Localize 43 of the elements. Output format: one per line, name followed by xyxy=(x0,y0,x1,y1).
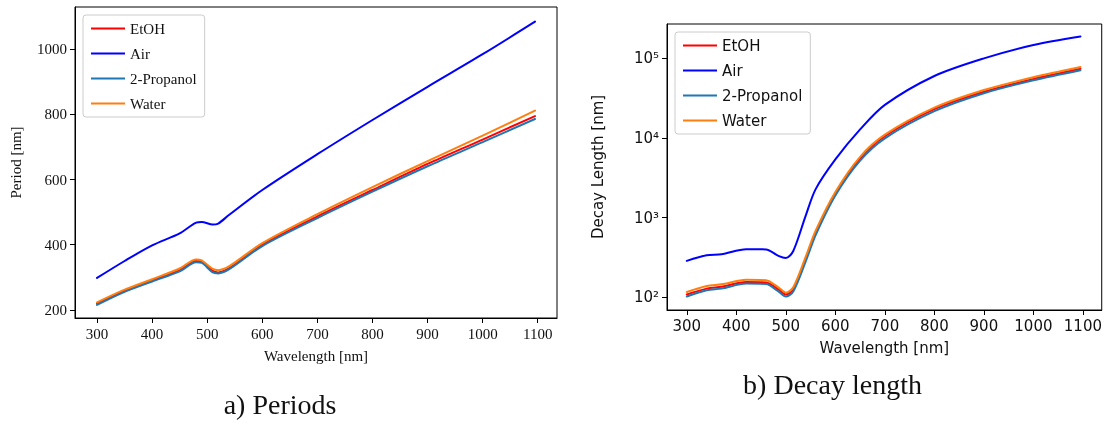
y-tick-label: 800 xyxy=(44,106,67,123)
x-axis-title: Wavelength [nm] xyxy=(819,338,950,357)
x-tick-label: 400 xyxy=(722,316,751,335)
y-tick-label: 600 xyxy=(44,171,67,188)
x-tick-label: 300 xyxy=(672,316,702,335)
x-tick-label: 900 xyxy=(416,325,439,342)
x-tick-label: 700 xyxy=(306,325,329,342)
y-tick-label: 1000 xyxy=(37,41,67,58)
x-tick-label: 500 xyxy=(771,316,801,335)
text: a) Periods xyxy=(223,388,337,420)
legend-label: EtOH xyxy=(722,36,761,55)
x-axis-title: Wavelength [nm] xyxy=(263,347,369,364)
x-tick-label: 400 xyxy=(140,325,164,342)
x-tick-label: 1100 xyxy=(1063,316,1103,335)
x-tick-label: 500 xyxy=(195,325,219,342)
x-tick-label: 1000 xyxy=(1014,316,1053,335)
y-axis-title: Decay Length [nm] xyxy=(588,94,607,240)
line-series xyxy=(96,20,536,279)
x-tick-label: 300 xyxy=(85,325,109,342)
x-tick-label: 700 xyxy=(870,316,900,335)
legend-label: EtOH xyxy=(130,20,166,37)
y-tick-label: 200 xyxy=(44,301,67,318)
legend-label: 2-Propanol xyxy=(130,70,197,87)
y-tick-label: 10³ xyxy=(633,208,659,227)
legend-label: Air xyxy=(130,45,150,62)
x-tick-label: 600 xyxy=(821,316,850,335)
y-tick-label: 10⁴ xyxy=(633,128,659,147)
legend-label: 2-Propanol xyxy=(722,86,803,105)
legend-label: Water xyxy=(722,111,768,130)
line-series xyxy=(685,35,1082,262)
x-tick-label: 1100 xyxy=(522,325,553,342)
y-tick-label: 10⁵ xyxy=(633,49,659,68)
legend-label: Water xyxy=(130,95,166,112)
legend-label: Air xyxy=(722,61,744,80)
y-tick-label: 10² xyxy=(633,288,659,307)
x-tick-label: 1000 xyxy=(467,325,498,342)
x-tick-label: 800 xyxy=(361,325,384,342)
y-axis-title: Period [nm] xyxy=(7,126,24,199)
x-tick-label: 900 xyxy=(969,316,999,335)
text: b) Decay length xyxy=(743,368,922,400)
y-tick-label: 400 xyxy=(44,236,67,253)
x-tick-label: 600 xyxy=(251,325,274,342)
x-tick-label: 800 xyxy=(920,316,949,335)
